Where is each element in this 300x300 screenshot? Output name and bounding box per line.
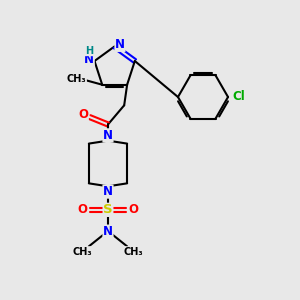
Text: S: S	[103, 203, 113, 216]
Text: N: N	[103, 129, 113, 142]
Text: Cl: Cl	[233, 91, 246, 103]
Text: N: N	[115, 38, 125, 51]
Text: O: O	[129, 203, 139, 216]
Text: CH₃: CH₃	[73, 247, 92, 257]
Text: N: N	[103, 225, 113, 238]
Text: O: O	[77, 203, 87, 216]
Text: N: N	[103, 185, 113, 198]
Text: N: N	[84, 53, 94, 66]
Text: O: O	[78, 108, 88, 121]
Text: CH₃: CH₃	[124, 247, 143, 257]
Text: CH₃: CH₃	[67, 74, 86, 84]
Text: H: H	[85, 46, 93, 56]
